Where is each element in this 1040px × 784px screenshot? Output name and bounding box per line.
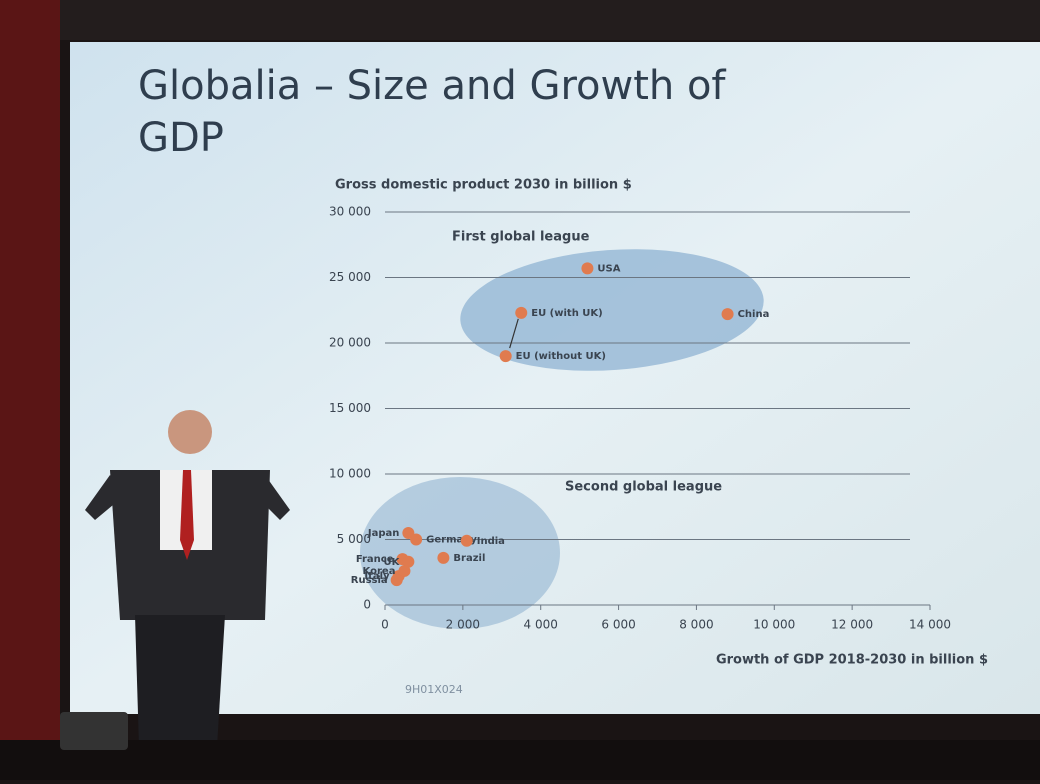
x-tick-label: 14 000 xyxy=(909,618,951,632)
point-label: India xyxy=(477,536,505,547)
y-tick-label: 0 xyxy=(363,598,371,612)
point xyxy=(499,350,512,363)
point-label: Germany xyxy=(426,535,477,546)
point xyxy=(398,564,411,577)
audience xyxy=(0,740,1040,780)
x-tick-label: 6 000 xyxy=(601,618,635,632)
x-tick-label: 0 xyxy=(381,618,389,632)
footer-code: 9H01X024 xyxy=(405,683,463,696)
y-tick-label: 10 000 xyxy=(329,467,371,481)
arm xyxy=(85,475,125,520)
slide-title-2: GDP xyxy=(138,115,224,161)
x-tick-label: 4 000 xyxy=(524,618,558,632)
x-tick-label: 12 000 xyxy=(831,618,873,632)
point-label: EU (without UK) xyxy=(516,351,606,362)
arm xyxy=(255,475,290,520)
point-label: China xyxy=(738,309,770,320)
point-label: Brazil xyxy=(453,553,485,564)
head xyxy=(168,410,212,454)
trousers xyxy=(135,615,225,780)
y-axis-label: Gross domestic product 2030 in billion $ xyxy=(335,178,632,193)
league-ellipse xyxy=(460,249,764,371)
point xyxy=(581,262,594,275)
plot: 0 5 000 10 000 15 000 20 000 25 000 30 000 0 2 0… xyxy=(329,205,951,632)
point xyxy=(402,555,415,568)
point xyxy=(410,533,423,546)
point-label: Italy xyxy=(364,571,390,582)
arrow xyxy=(509,318,519,349)
point-label: Korea xyxy=(363,566,396,577)
y-tick-label: 30 000 xyxy=(329,205,371,219)
slide-title: Globalia – Size and Growth of xyxy=(138,63,726,109)
y-tick-label: 5 000 xyxy=(337,532,371,546)
screen-top xyxy=(60,0,1040,40)
tie xyxy=(180,470,194,560)
point-label: Japan xyxy=(367,528,400,539)
point xyxy=(721,308,734,321)
point xyxy=(390,574,403,587)
y-tick-label: 20 000 xyxy=(329,336,371,350)
point-label: Russia xyxy=(351,575,388,586)
x-tick-label: 8 000 xyxy=(679,618,713,632)
x-tick-label: 10 000 xyxy=(753,618,795,632)
annotation: Second global league xyxy=(565,480,722,495)
point xyxy=(460,534,473,547)
x-tick-label: 2 000 xyxy=(446,618,480,632)
presenter xyxy=(85,410,290,780)
annotation: First global league xyxy=(452,230,590,245)
point xyxy=(515,306,528,319)
point-label: UK xyxy=(383,557,400,568)
y-tick-label: 15 000 xyxy=(329,401,371,415)
point xyxy=(437,551,450,564)
point-label: France xyxy=(356,554,394,565)
phone xyxy=(60,712,128,750)
curtain xyxy=(0,0,60,780)
x-axis-label: Growth of GDP 2018-2030 in billion $ xyxy=(716,653,988,668)
y-tick-label: 25 000 xyxy=(329,270,371,284)
point-label: USA xyxy=(597,263,620,274)
league-ellipse xyxy=(360,477,560,629)
point-label: EU (with UK) xyxy=(531,308,603,319)
